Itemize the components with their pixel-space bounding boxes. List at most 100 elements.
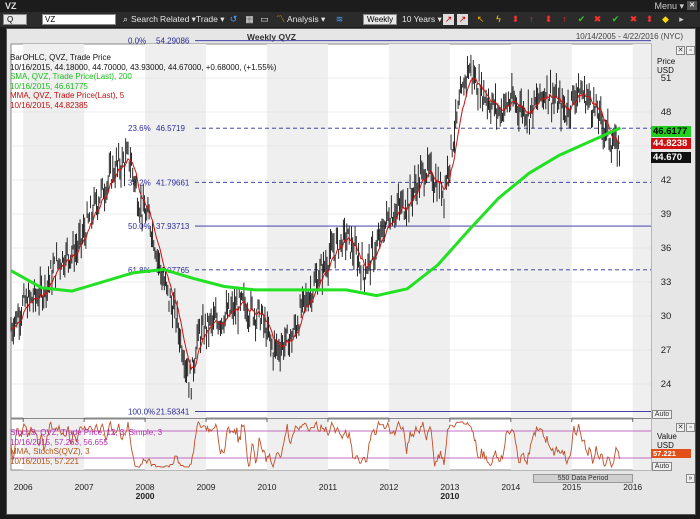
price-auto-button[interactable]: Auto [652,410,672,419]
stoch-mma-legend-name: MMA, StochS(QVZ), 3 [10,447,90,456]
search-button[interactable]: Search [131,14,158,24]
y-tick-label-51: 51 [661,73,672,84]
value-axis-unit: USD [657,441,674,450]
x-tick-label-2007: 2007 [75,482,94,492]
trend-chart-icon[interactable]: ↗ [457,14,468,25]
stoch-pane-close-icon[interactable]: ✕ [676,423,685,432]
stoch-year-band-2014 [510,419,572,470]
scroll-end-icon[interactable]: » [686,474,695,483]
price-pane-close-icon[interactable]: ✕ [676,46,685,55]
cross-icon[interactable]: ✖ [593,14,602,24]
year-band-2006 [23,44,85,418]
y-tick-label-33: 33 [661,277,672,288]
x-tick-label-2016: 2016 [623,482,642,492]
stoch-legend-values: 10/16/2015, 57.263, 56.655 [10,437,108,447]
symbol-input[interactable]: VZ [42,14,116,25]
more-icon[interactable]: ▸ [679,14,684,24]
period-selector[interactable]: 10 Years ▾ [402,14,442,24]
close-window-icon[interactable]: ✕ [687,1,697,10]
line-chart-icon[interactable]: ↗ [443,14,454,25]
y-tick-label-36: 36 [661,243,672,254]
arrow-updown-icon[interactable]: ⬍ [544,14,553,24]
menu-button[interactable]: Menu ▾ [654,1,684,11]
check-icon[interactable]: ✔ [577,14,586,24]
price-pane-restore-icon[interactable]: ▫ [686,46,695,55]
stoch-year-band-2010 [267,419,328,470]
sma-price-tag: 46.6177 [651,126,691,137]
studies-icon[interactable]: ≋ [335,14,344,24]
arrow-up-icon[interactable]: ↑ [529,14,534,24]
window-titlebar: VZ Menu ▾ ✕ [0,0,700,12]
fib-value-label-3: 37.93713 [156,222,190,231]
fib-value-label-4: 34.07765 [156,266,190,275]
fib-value-label-2: 41.79661 [156,178,190,187]
mma-legend-name: MMA, QVZ, Trade Price(Last), 5 [10,91,125,100]
x-decade-label-2000: 2000 [136,491,155,501]
cursor-icon[interactable]: ↖ [476,14,485,24]
x-tick-label-2008: 2008 [136,482,155,492]
window-title: VZ [5,1,17,11]
check2-icon[interactable]: ✔ [611,14,620,24]
price-axis-title: Price [657,57,676,66]
fib-pct-label-4: 61.8% [128,266,151,275]
data-period-status: 550 Data Period [533,474,633,483]
cross2-icon[interactable]: ✖ [629,14,638,24]
x-tick-label-2011: 2011 [319,482,338,492]
chart-type-icon[interactable]: ▭ [260,14,269,24]
stoch-year-band-2012 [388,419,450,470]
lightning-icon[interactable]: ϟ [496,14,501,24]
stoch-year-band-2016 [632,419,651,470]
draw-trend-icon[interactable]: 〽 [275,14,285,24]
bar-legend-values: 10/16/2015, 44.18000, 44.70000, 43.93000… [10,62,277,72]
price-axis-unit: USD [657,66,674,75]
x-tick-label-2014: 2014 [501,482,520,492]
search-icon[interactable]: ⌕ [122,14,129,24]
toolbar: Q VZ ⌕ Search Related ▾ Trade ▾ ↺ ▦ ▭ 〽 … [0,12,700,27]
x-tick-label-2015: 2015 [562,482,581,492]
x-tick-label-2010: 2010 [258,482,277,492]
stoch-legend: StochS, QVZ, Trade Price, 12, 3, Simple,… [10,428,162,466]
value-axis-title: Value [657,432,677,441]
stoch-value-tag: 57.221 [651,449,691,458]
fib-pct-label-1: 23.6% [128,124,151,133]
y-tick-label-42: 42 [661,175,672,186]
stoch-mma-legend-values: 10/16/2015, 57.221 [10,456,79,466]
fib-pct-label-0: 0.0% [128,37,146,46]
analysis-menu[interactable]: Analysis ▾ [287,14,326,24]
x-tick-label-2006: 2006 [14,482,33,492]
arrow-up2-icon[interactable]: ↑ [562,14,567,24]
value-axis-header: Value USD [657,432,677,450]
value-auto-button[interactable]: Auto [652,462,672,471]
x-tick-label-2009: 2009 [197,482,216,492]
year-band-2012 [388,44,450,418]
mma-legend-values: 10/16/2015, 44.82385 [10,100,88,110]
refresh-icon[interactable]: ↺ [229,14,238,24]
related-menu[interactable]: Related ▾ [160,14,196,24]
y-tick-label-27: 27 [661,345,672,356]
stoch-pane-restore-icon[interactable]: ▫ [686,423,695,432]
stoch-legend-name: StochS, QVZ, Trade Price, 12, 3, Simple,… [10,428,163,437]
grid-icon[interactable]: ▦ [245,14,254,24]
alert-icon[interactable]: ◆ [662,14,669,24]
last-price-tag: 44.670 [651,152,691,163]
trade-menu[interactable]: Trade ▾ [196,14,225,24]
sma-legend-values: 10/16/2015, 46.61775 [10,81,88,91]
fib-value-label-1: 46.5719 [156,124,185,133]
fib-pct-label-3: 50.0% [128,222,151,231]
y-tick-label-39: 39 [661,209,672,220]
arrows-icon[interactable]: ⬍ [645,14,654,24]
arrow-down-icon[interactable]: ⬍ [511,14,520,24]
x-tick-label-2013: 2013 [440,482,459,492]
range-selector[interactable]: Q [3,14,27,25]
y-tick-label-30: 30 [661,311,672,322]
interval-selector[interactable]: Weekly [363,14,397,25]
stoch-year-band-2006 [23,419,85,470]
y-tick-label-24: 24 [661,379,672,390]
bar-legend-name: BarOHLC, QVZ, Trade Price [10,53,111,62]
year-band-2016 [632,44,651,418]
fib-pct-label-5: 100.0% [128,407,155,416]
price-legend: BarOHLC, QVZ, Trade Price 10/16/2015, 44… [10,53,276,110]
chart-title: Weekly QVZ [247,32,296,42]
mma-series-line [10,77,620,371]
